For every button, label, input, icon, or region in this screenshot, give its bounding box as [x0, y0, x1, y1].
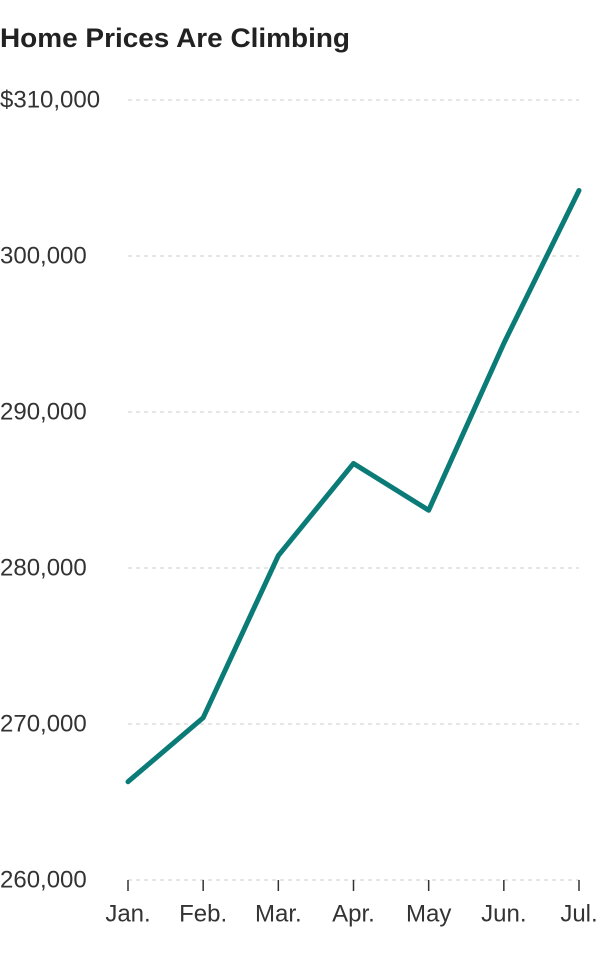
- x-tick-label: Jan.: [105, 900, 150, 927]
- x-tick-label: Apr.: [332, 900, 375, 927]
- x-tick-label: Mar.: [255, 900, 302, 927]
- y-tick-label: 290,000: [0, 398, 87, 425]
- line: [125, 187, 582, 785]
- x-tick-label: Jun.: [481, 900, 526, 927]
- y-tick-label: $310,000: [0, 86, 100, 113]
- chart-title: Home Prices Are Climbing: [0, 23, 350, 53]
- x-tick-label: Feb.: [179, 900, 227, 927]
- y-tick-label: 270,000: [0, 710, 87, 737]
- y-tick-label: 280,000: [0, 554, 87, 581]
- x-tick-label: Jul.: [560, 900, 597, 927]
- y-tick-label: 300,000: [0, 242, 87, 269]
- x-tick-label: May: [406, 900, 451, 927]
- y-tick-label: 260,000: [0, 866, 87, 893]
